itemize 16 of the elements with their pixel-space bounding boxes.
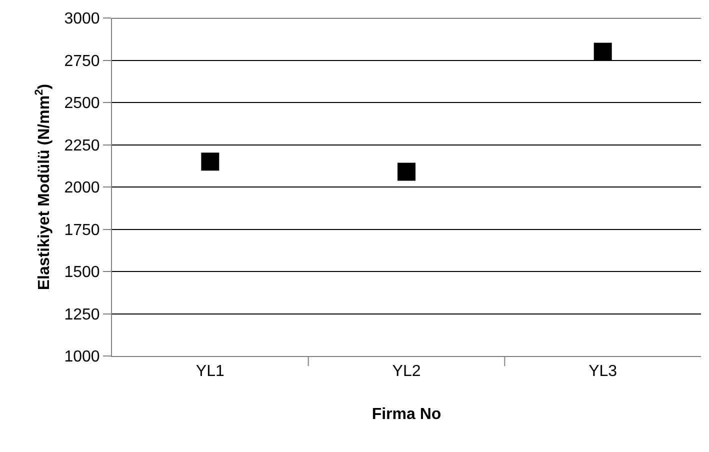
y-tick-label: 1250 bbox=[64, 306, 100, 324]
y-tick-label: 2250 bbox=[64, 137, 100, 154]
x-tick-label: YL2 bbox=[392, 363, 421, 380]
point bbox=[201, 152, 220, 171]
y-tick-label: 2750 bbox=[64, 52, 100, 70]
x-axis-title: Firma No bbox=[372, 406, 442, 423]
point bbox=[398, 162, 416, 181]
y-tick-label: 2000 bbox=[64, 180, 100, 197]
y-tick-label: 1000 bbox=[64, 348, 100, 366]
x-tick-label: YL1 bbox=[196, 363, 225, 380]
y-tick-label: 1750 bbox=[64, 222, 100, 239]
x-tick-label: YL3 bbox=[588, 363, 618, 380]
y-tick-label: 2500 bbox=[64, 95, 100, 112]
y-tick-label: 1500 bbox=[64, 264, 100, 282]
point bbox=[594, 42, 612, 61]
y-tick-label: 3000 bbox=[64, 10, 100, 28]
